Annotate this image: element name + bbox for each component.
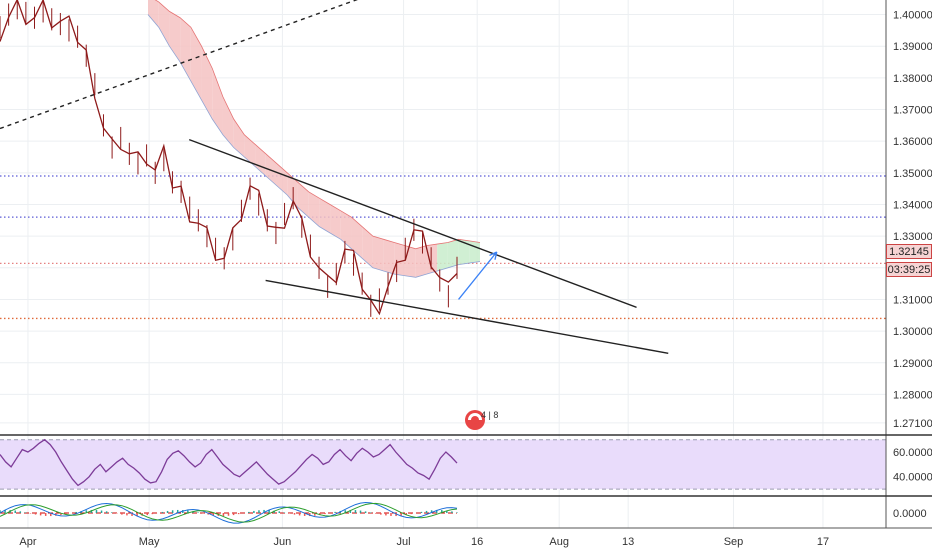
cloud-segment — [437, 242, 448, 271]
trendline[interactable] — [0, 0, 368, 130]
x-tick-label: Jun — [274, 536, 292, 548]
macd-tick-label: 0.0000 — [893, 508, 927, 520]
y-tick-label: 1.40000 — [893, 10, 932, 22]
cloud-segment — [255, 144, 266, 177]
cloud-segment — [362, 226, 373, 268]
y-tick-label: 1.36000 — [893, 136, 932, 148]
arrow-head-icon — [489, 251, 498, 260]
x-tick-label: Apr — [19, 536, 36, 548]
macd-signal-line — [0, 502, 458, 523]
cloud-segment — [394, 242, 406, 276]
cloud-segment — [180, 17, 191, 82]
cloud-segment — [297, 182, 309, 218]
badge-text: 4 | 8 — [481, 410, 498, 420]
cloud-span-b — [147, 14, 481, 278]
y-tick-label: 1.37000 — [893, 105, 932, 117]
rsi-panel — [0, 438, 886, 490]
ichimoku-cloud — [147, 0, 481, 278]
last-price-tag: 1.32145 — [886, 244, 932, 259]
rsi-band — [0, 439, 886, 490]
x-tick-label: Jul — [397, 536, 411, 548]
price-line — [0, 0, 458, 316]
x-tick-label: Aug — [549, 536, 569, 548]
cloud-segment — [351, 217, 363, 259]
cloud-segment — [330, 204, 341, 240]
rsi-tick-label: 60.0000 — [893, 447, 932, 459]
cloud-segment — [447, 239, 459, 268]
cloud-segment — [244, 134, 256, 167]
cloud-segment — [212, 68, 223, 135]
y-tick-label: 1.27100 — [893, 418, 932, 430]
y-tick-label: 1.35000 — [893, 168, 932, 180]
cloud-segment — [383, 239, 395, 275]
news-badge-icon[interactable]: 4 | 8 — [462, 407, 502, 433]
y-tick-label: 1.39000 — [893, 41, 932, 53]
x-tick-label: 16 — [471, 536, 483, 548]
projection-arrow[interactable] — [458, 251, 498, 300]
cloud-segment — [158, 1, 170, 47]
cloud-segment — [405, 245, 416, 278]
cloud-segment — [148, 0, 159, 28]
cloud-segment — [469, 240, 480, 264]
y-tick-label: 1.31000 — [893, 294, 932, 306]
trendlines[interactable] — [0, 0, 669, 354]
cloud-segment — [276, 163, 288, 195]
price-series — [0, 0, 458, 317]
cloud-segment — [222, 96, 234, 148]
trendline[interactable] — [188, 138, 637, 309]
cloud-segment — [308, 191, 320, 227]
cloud-segment — [372, 236, 384, 271]
cloud-segment — [190, 27, 202, 101]
y-tick-label: 1.30000 — [893, 326, 932, 338]
cloud-segment — [201, 46, 213, 120]
x-tick-label: 13 — [622, 536, 634, 548]
rsi-line — [0, 438, 458, 487]
cloud-span-a — [154, 0, 481, 250]
cloud-segment — [169, 11, 181, 63]
x-tick-label: 17 — [817, 536, 829, 548]
macd-panel — [0, 501, 458, 524]
y-tick-label: 1.29000 — [893, 358, 932, 370]
x-tick-label: Sep — [724, 536, 744, 548]
y-tick-label: 1.33000 — [893, 231, 932, 243]
y-tick-label: 1.28000 — [893, 389, 932, 401]
trendline[interactable] — [265, 279, 669, 354]
cloud-segment — [340, 210, 352, 249]
y-tick-label: 1.34000 — [893, 199, 932, 211]
macd-line — [0, 501, 458, 524]
rsi-tick-label: 40.0000 — [893, 472, 932, 484]
cloud-segment — [415, 245, 427, 278]
cloud-segment — [426, 244, 438, 275]
cloud-segment — [319, 198, 331, 233]
cloud-segment — [458, 239, 470, 265]
cloud-segment — [233, 119, 245, 158]
x-tick-label: May — [139, 536, 160, 548]
bar-countdown-tag: 03:39:25 — [886, 262, 932, 277]
cloud-segment — [287, 172, 298, 208]
y-tick-label: 1.38000 — [893, 73, 932, 85]
